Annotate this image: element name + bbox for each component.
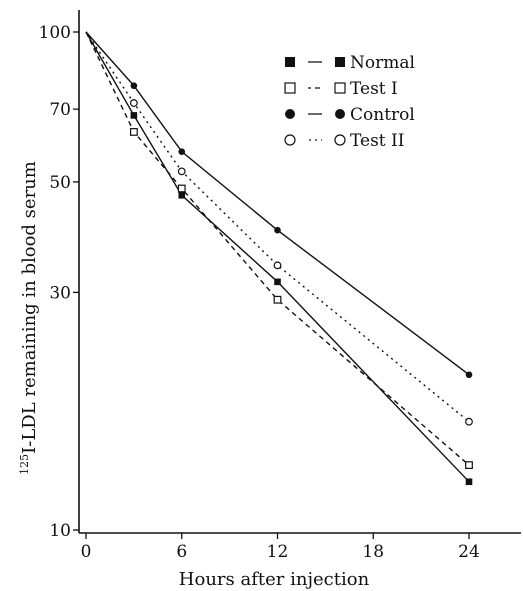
y-tick-label: 10 bbox=[49, 521, 71, 541]
legend-marker-right-control bbox=[335, 109, 345, 119]
y-tick-label: 50 bbox=[49, 173, 71, 193]
data-point-normal bbox=[465, 478, 473, 486]
data-point-control bbox=[130, 82, 138, 90]
data-point-normal bbox=[178, 191, 186, 199]
data-point-test-ii bbox=[129, 99, 138, 107]
series-line-test-ii bbox=[85, 31, 470, 423]
data-point-test-i bbox=[465, 461, 473, 469]
legend-marker-left-normal bbox=[285, 57, 295, 67]
y-tick-label: 70 bbox=[49, 100, 71, 120]
x-tick-label: 6 bbox=[176, 542, 187, 562]
x-tick-label: 12 bbox=[267, 542, 289, 562]
legend-item-test-ii: Test II bbox=[284, 131, 404, 151]
data-point-test-i bbox=[273, 295, 282, 304]
data-point-normal bbox=[130, 112, 138, 119]
legend-gap-left bbox=[297, 107, 308, 121]
legend: Normal Test I Control Test II bbox=[284, 53, 415, 151]
data-point-test-ii bbox=[465, 417, 473, 426]
data-point-control bbox=[465, 371, 473, 379]
legend-marker-left-control bbox=[285, 109, 295, 119]
legend-gap-right bbox=[322, 81, 334, 95]
legend-label-test-ii: Test II bbox=[350, 131, 404, 151]
series-test-i bbox=[85, 31, 473, 469]
data-point-test-i bbox=[129, 128, 138, 136]
legend-marker-right-normal bbox=[335, 57, 345, 67]
legend-label-test-i: Test I bbox=[350, 79, 398, 99]
legend-marker-right-test-i bbox=[334, 82, 346, 94]
y-tick-label: 30 bbox=[49, 283, 71, 303]
legend-item-control: Control bbox=[285, 105, 415, 125]
x-tick-label: 24 bbox=[458, 542, 480, 562]
legend-marker-left-test-i bbox=[284, 82, 296, 94]
legend-label-control: Control bbox=[350, 105, 415, 125]
legend-gap-left bbox=[297, 133, 308, 147]
y-tick-label: 100 bbox=[39, 23, 71, 43]
legend-gap-right bbox=[322, 107, 334, 121]
legend-gap-right bbox=[322, 133, 334, 147]
data-point-control bbox=[274, 226, 281, 234]
y-axis-title: 125I-LDL remaining in blood serum bbox=[18, 161, 40, 475]
y-axis-title-main: I-LDL remaining in blood serum bbox=[19, 161, 40, 454]
legend-gap-left bbox=[297, 81, 308, 95]
data-point-test-i bbox=[177, 184, 186, 193]
data-point-test-ii bbox=[273, 261, 282, 270]
legend-marker-left-test-ii bbox=[284, 134, 296, 146]
y-axis-title-superscript: 125 bbox=[18, 454, 31, 475]
legend-item-normal: Normal bbox=[285, 53, 415, 73]
series-control bbox=[85, 31, 473, 379]
series-line-test-i bbox=[85, 31, 470, 466]
series-test-ii bbox=[85, 31, 473, 426]
data-point-test-ii bbox=[177, 167, 186, 176]
legend-marker-right-test-ii bbox=[334, 134, 346, 146]
data-point-normal bbox=[274, 278, 281, 286]
x-axis-title: Hours after injection bbox=[179, 569, 370, 590]
series-layer bbox=[85, 31, 473, 486]
legend-gap-left bbox=[297, 55, 308, 69]
legend-gap-right bbox=[322, 55, 334, 69]
x-tick-label: 18 bbox=[362, 542, 384, 562]
x-tick-label: 0 bbox=[81, 542, 92, 562]
series-line-control bbox=[85, 31, 470, 376]
axes-layer: 0 6 12 18 24 10 30 50 70 100 bbox=[39, 10, 521, 562]
legend-label-normal: Normal bbox=[350, 53, 415, 73]
data-point-control bbox=[178, 148, 186, 155]
legend-item-test-i: Test I bbox=[284, 79, 398, 99]
series-normal bbox=[85, 31, 473, 486]
